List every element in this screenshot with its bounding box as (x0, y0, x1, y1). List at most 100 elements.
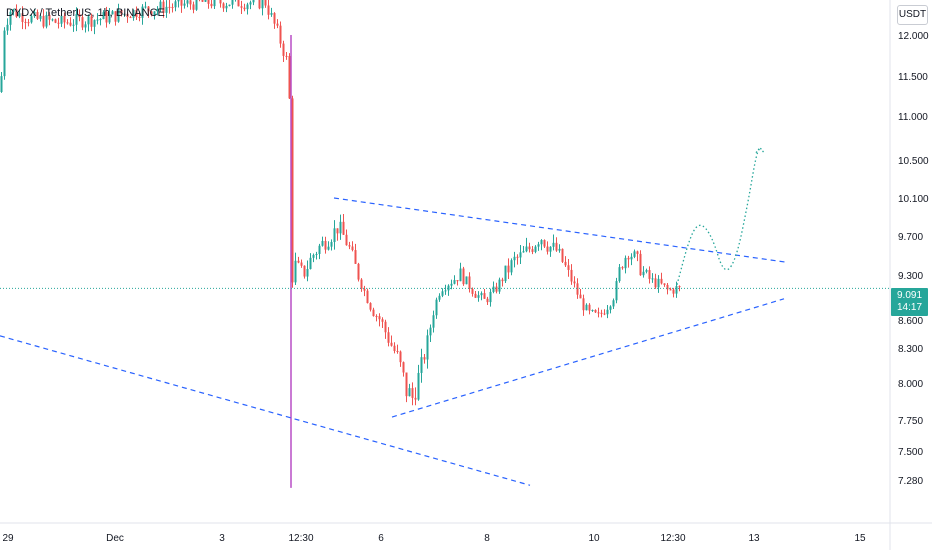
candle-body (411, 388, 414, 398)
candle-body (510, 260, 513, 273)
candle-body (528, 246, 531, 250)
candle-body (21, 13, 24, 22)
candle-body (276, 23, 279, 26)
candle-body (189, 0, 192, 5)
candle-body (591, 310, 594, 312)
candle-body (390, 342, 393, 346)
candle-body (192, 4, 195, 10)
candle-body (39, 15, 42, 19)
candle-body (456, 280, 459, 282)
candle-body (72, 24, 75, 26)
candle-body (630, 256, 633, 260)
candle-body (660, 278, 663, 284)
candle-body (543, 240, 546, 247)
trendline-outer[interactable] (0, 335, 531, 486)
candle-body (111, 11, 114, 15)
price-axis[interactable]: 12.000 11.500 11.000 10.500 10.100 9.700 9.300… (898, 31, 929, 487)
candle-body (333, 228, 336, 243)
candle-body (12, 9, 15, 12)
candle-body (87, 16, 90, 25)
candle-body (33, 11, 36, 17)
price-tick-label: 10.500 (898, 156, 929, 167)
candle-body (342, 221, 345, 235)
interval-label[interactable]: 1h (97, 7, 110, 19)
candle-body (405, 372, 408, 397)
time-tick-label: 29 (2, 533, 14, 544)
candle-body (246, 4, 249, 10)
candle-body (126, 13, 129, 18)
candle-body (267, 5, 270, 15)
candle-body (561, 248, 564, 262)
candle-body (0, 76, 3, 92)
candle-body (594, 310, 597, 313)
candle-body (237, 0, 240, 7)
time-tick-label: 8 (484, 533, 490, 544)
candle-body (288, 56, 291, 99)
candle-body (264, 0, 267, 6)
candle-body (165, 6, 168, 13)
candle-body (621, 267, 624, 269)
symbol-name[interactable]: DYDX / TetherUS (6, 7, 92, 19)
currency-button[interactable]: USDT (897, 5, 928, 25)
candle-body (321, 240, 324, 246)
candle-body (480, 293, 483, 296)
candle-body (99, 19, 102, 21)
candle-body (450, 283, 453, 286)
price-tick-label: 7.280 (898, 476, 923, 487)
candle-body (225, 5, 228, 9)
candle-body (381, 319, 384, 322)
price-tick-label: 8.300 (898, 344, 923, 355)
candle-body (363, 288, 366, 291)
candle-body (387, 332, 390, 343)
candle-body (636, 251, 639, 254)
candle-body (84, 24, 87, 28)
candle-body (522, 251, 525, 253)
candle-body (117, 10, 120, 22)
candle-body (180, 0, 183, 6)
candle-body (360, 279, 363, 289)
candle-body (240, 6, 243, 8)
candle-body (666, 284, 669, 290)
candle-body (282, 43, 285, 56)
drawings-layer[interactable] (0, 146, 890, 486)
trendline-lower[interactable] (391, 298, 785, 418)
candle-body (444, 290, 447, 292)
candle-body (399, 351, 402, 363)
candle-body (168, 6, 171, 8)
candle-body (477, 295, 480, 298)
time-axis[interactable]: 29 Dec 3 12:30 6 8 10 12:30 13 15 (2, 533, 866, 544)
candle-body (294, 260, 297, 283)
candle-body (408, 388, 411, 397)
candle-body (219, 0, 222, 4)
candle-body (18, 13, 21, 17)
time-tick-label: 12:30 (288, 533, 313, 544)
trendline-upper[interactable] (333, 197, 788, 263)
exchange-label: BINANCE (115, 7, 165, 19)
candle-body (243, 7, 246, 10)
candle-body (351, 246, 354, 251)
candle-body (285, 55, 288, 57)
candle-body (141, 6, 144, 18)
candle-body (468, 276, 471, 290)
candle-body (300, 262, 303, 266)
candle-body (426, 335, 429, 360)
symbol-title[interactable]: DYDX / TetherUS, 1h, BINANCE (6, 7, 165, 19)
candle-body (675, 286, 678, 294)
candle-body (438, 295, 441, 300)
candle-body (60, 15, 63, 24)
candle-body (90, 16, 93, 27)
candle-body (672, 289, 675, 294)
projection-path[interactable] (675, 147, 761, 289)
candle-body (552, 242, 555, 247)
candle-body (186, 0, 189, 4)
candle-body (489, 291, 492, 303)
time-tick-label: Dec (106, 533, 124, 544)
candle-body (51, 19, 54, 21)
candle-body (315, 253, 318, 255)
candle-body (171, 7, 174, 9)
price-tick-label: 12.000 (898, 31, 929, 42)
candle-body (378, 316, 381, 320)
candle-body (15, 9, 18, 17)
